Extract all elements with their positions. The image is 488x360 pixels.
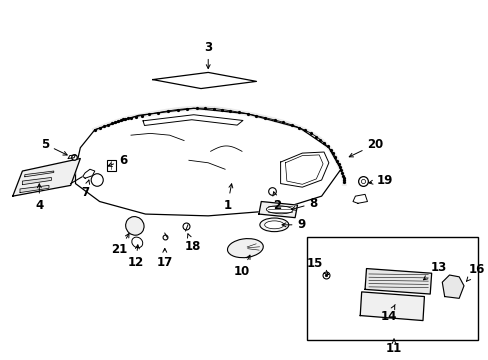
Text: 1: 1 [223, 184, 232, 212]
Polygon shape [352, 194, 366, 203]
Text: 14: 14 [380, 305, 397, 323]
Text: 3: 3 [203, 41, 212, 68]
Polygon shape [152, 72, 256, 89]
Polygon shape [22, 177, 51, 185]
Polygon shape [20, 185, 49, 193]
Polygon shape [365, 269, 431, 294]
Text: 17: 17 [156, 248, 173, 269]
Ellipse shape [264, 221, 284, 229]
Ellipse shape [132, 237, 142, 248]
Text: 12: 12 [127, 245, 143, 269]
Polygon shape [143, 115, 243, 126]
Polygon shape [285, 155, 323, 184]
Ellipse shape [125, 217, 144, 235]
Text: 21: 21 [111, 234, 129, 256]
Polygon shape [75, 108, 340, 216]
Polygon shape [280, 152, 328, 187]
Polygon shape [82, 169, 95, 178]
Ellipse shape [259, 218, 288, 231]
Text: 20: 20 [348, 138, 383, 157]
Text: 11: 11 [385, 339, 401, 355]
Bar [306, 237, 477, 339]
Text: 19: 19 [368, 174, 393, 186]
Text: 18: 18 [184, 234, 201, 253]
Polygon shape [360, 292, 424, 320]
Text: 9: 9 [282, 218, 305, 231]
Text: 4: 4 [35, 184, 43, 212]
Text: 15: 15 [306, 257, 327, 274]
Polygon shape [258, 202, 297, 218]
Polygon shape [441, 275, 463, 298]
Polygon shape [25, 171, 54, 177]
Text: 7: 7 [81, 180, 89, 199]
Ellipse shape [91, 174, 103, 186]
Text: 13: 13 [423, 261, 446, 280]
Text: 10: 10 [233, 255, 249, 278]
Text: 5: 5 [41, 138, 67, 155]
Polygon shape [13, 158, 80, 196]
Text: 2: 2 [272, 192, 281, 212]
Text: 8: 8 [291, 197, 317, 210]
Polygon shape [68, 155, 75, 158]
Ellipse shape [227, 239, 263, 258]
Text: 6: 6 [108, 154, 127, 167]
Bar [107, 160, 115, 171]
Text: 16: 16 [466, 263, 484, 281]
Ellipse shape [266, 206, 292, 214]
